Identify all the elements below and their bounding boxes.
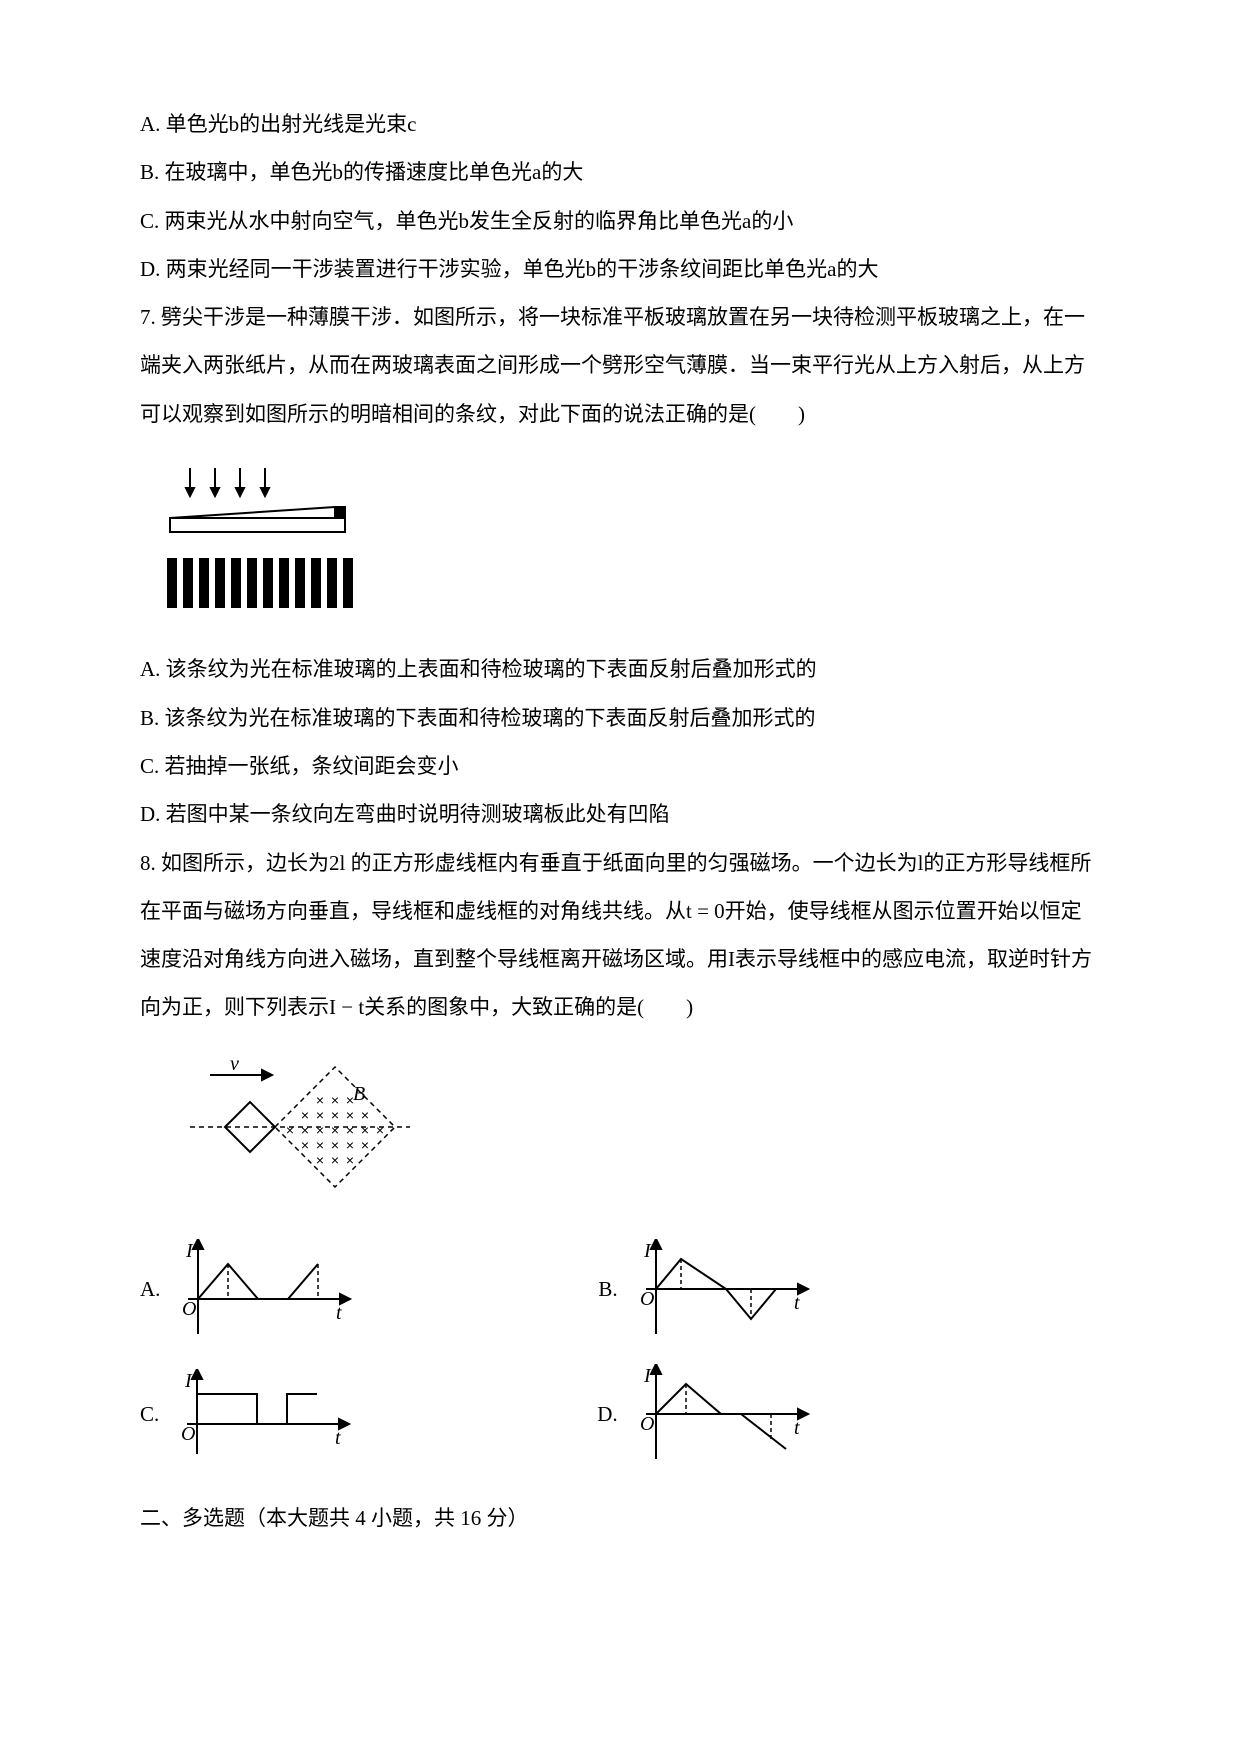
svg-text:×: × [316, 1137, 324, 1153]
origin-label: O [640, 1288, 654, 1310]
svg-text:×: × [331, 1137, 339, 1153]
svg-text:×: × [346, 1152, 354, 1168]
svg-text:×: × [301, 1122, 309, 1138]
q8-label-c: C. [140, 1390, 159, 1438]
q8-label-a: A. [140, 1265, 160, 1313]
q7-option-c: C. 若抽掉一张纸，条纹间距会变小 [140, 742, 1100, 790]
svg-text:×: × [346, 1107, 354, 1123]
svg-text:×: × [301, 1107, 309, 1123]
q6-option-b: B. 在玻璃中，单色光b的传播速度比单色光a的大 [140, 148, 1100, 196]
q8-option-a: A. I t O [140, 1239, 358, 1339]
q7-option-b: B. 该条纹为光在标准玻璃的下表面和待检玻璃的下表面反射后叠加形式的 [140, 694, 1100, 742]
b-label: B [353, 1083, 365, 1105]
svg-text:×: × [361, 1137, 369, 1153]
q7-stem: 7. 劈尖干涉是一种薄膜干涉．如图所示，将一块标准平板玻璃放置在另一块待检测平板… [140, 293, 1100, 438]
graph-b-icon: I t O [626, 1239, 816, 1339]
svg-text:×: × [331, 1107, 339, 1123]
svg-text:×: × [316, 1107, 324, 1123]
svg-text:×: × [316, 1122, 324, 1138]
q7-option-a: A. 该条纹为光在标准玻璃的上表面和待检玻璃的下表面反射后叠加形式的 [140, 645, 1100, 693]
q8-option-b: B. I t O [598, 1239, 815, 1339]
svg-text:×: × [331, 1152, 339, 1168]
axis-i-label: I [643, 1365, 652, 1387]
svg-text:×: × [316, 1152, 324, 1168]
axis-i-label: I [643, 1240, 652, 1262]
q7-option-d: D. 若图中某一条纹向左弯曲时说明待测玻璃板此处有凹陷 [140, 790, 1100, 838]
q7-figure [160, 463, 1100, 630]
svg-text:×: × [346, 1137, 354, 1153]
svg-text:×: × [346, 1122, 354, 1138]
q6-option-a: A. 单色光b的出射光线是光束c [140, 100, 1100, 148]
axis-i-label: I [184, 1370, 193, 1392]
q8-figure: v ××× ××××× ××××××× ××××× ××× B [170, 1057, 1100, 1214]
q8-stem: 8. 如图所示，边长为2l 的正方形虚线框内有垂直于纸面向里的匀强磁场。一个边长… [140, 839, 1100, 1032]
axis-t-label: t [335, 1427, 341, 1449]
axis-t-label: t [794, 1292, 800, 1314]
q6-option-c: C. 两束光从水中射向空气，单色光b发生全反射的临界角比单色光a的小 [140, 197, 1100, 245]
q8-options-row2: C. I t O D. I t [140, 1364, 1100, 1464]
origin-label: O [640, 1413, 654, 1435]
svg-text:×: × [331, 1092, 339, 1108]
svg-text:×: × [331, 1122, 339, 1138]
graph-a-icon: I t O [168, 1239, 358, 1339]
axis-i-label: I [185, 1240, 194, 1262]
q6-option-d: D. 两束光经同一干涉装置进行干涉实验，单色光b的干涉条纹间距比单色光a的大 [140, 245, 1100, 293]
graph-d-icon: I t O [626, 1364, 816, 1464]
axis-t-label: t [336, 1302, 342, 1324]
wedge-diagram-icon [160, 463, 360, 613]
section-2-header: 二、多选题（本大题共 4 小题，共 16 分） [140, 1494, 1100, 1542]
svg-text:×: × [301, 1137, 309, 1153]
loop-diagram-icon: v ××× ××××× ××××××× ××××× ××× B [170, 1057, 430, 1197]
svg-text:×: × [376, 1122, 384, 1138]
axis-t-label: t [794, 1417, 800, 1439]
origin-label: O [181, 1423, 195, 1445]
graph-c-icon: I t O [167, 1369, 357, 1459]
origin-label: O [182, 1298, 196, 1320]
svg-text:×: × [361, 1122, 369, 1138]
v-label: v [230, 1057, 239, 1075]
q8-label-d: D. [597, 1390, 617, 1438]
svg-text:×: × [361, 1107, 369, 1123]
q8-option-c: C. I t O [140, 1369, 357, 1459]
q8-option-d: D. I t O [597, 1364, 815, 1464]
q8-label-b: B. [598, 1265, 617, 1313]
svg-text:×: × [316, 1092, 324, 1108]
svg-text:×: × [286, 1122, 294, 1138]
q8-options-row1: A. I t O B. I t [140, 1239, 1100, 1339]
